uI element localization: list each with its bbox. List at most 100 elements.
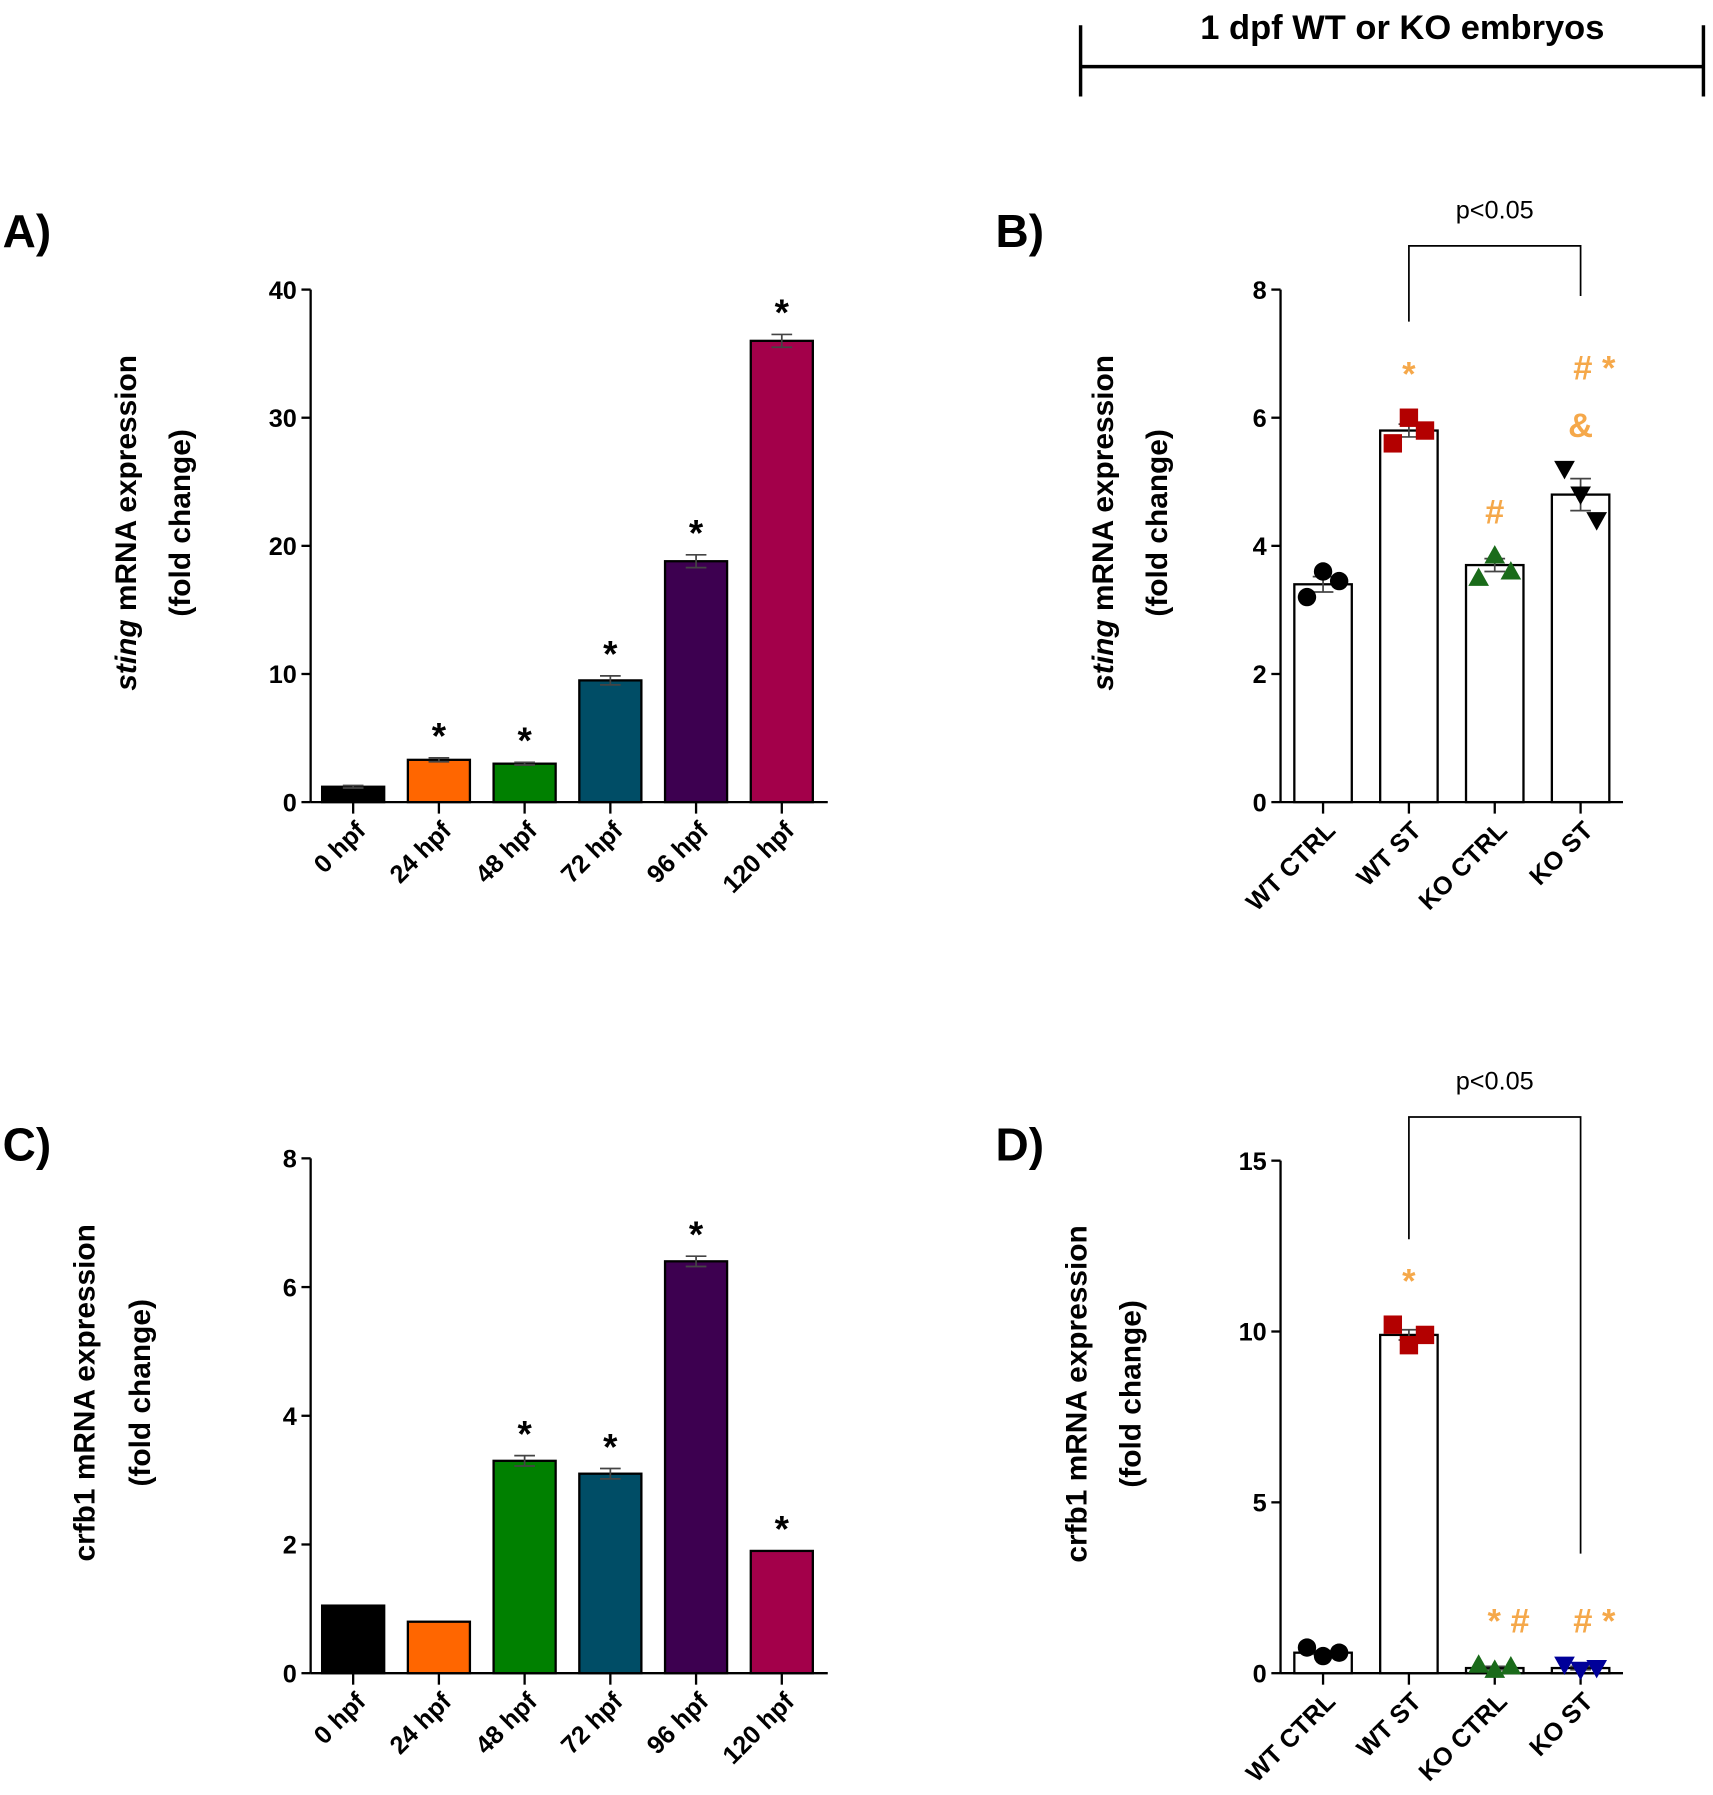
bar-120-hpf	[749, 339, 814, 804]
y-axis-label-text: mRNA expression	[110, 355, 143, 619]
significance-annotation: *	[432, 716, 447, 757]
data-point	[1468, 1654, 1490, 1673]
y-tick-label: 10	[269, 661, 297, 689]
y-tick-label: 40	[269, 277, 297, 305]
significance-annotation: *	[689, 513, 704, 554]
bar-wt-ctrl	[1293, 583, 1353, 804]
data-point	[1570, 486, 1591, 505]
y-tick-label: 2	[283, 1532, 297, 1560]
data-point	[1554, 1656, 1575, 1675]
y-axis-label-text: crfb1 mRNA expression	[1060, 1225, 1093, 1562]
chart-panel-B: B) 0 2 4 6 8 sting mRNA expression (fold change…	[996, 196, 1623, 917]
bar-0-hpf	[320, 1604, 386, 1675]
data-point	[1415, 421, 1435, 440]
data-point	[1500, 561, 1522, 580]
bar-ko-ctrl	[1464, 563, 1525, 804]
data-point	[1484, 545, 1506, 564]
x-tick-label: 48 hpf	[470, 816, 543, 889]
bar-120-hpf	[749, 1549, 814, 1675]
y-tick-label: 8	[1253, 277, 1267, 305]
significance-annotation: *	[1402, 1262, 1416, 1300]
y-tick-label: 2	[1253, 661, 1267, 689]
significance-bracket	[1408, 245, 1582, 322]
data-point	[1383, 1315, 1403, 1334]
x-tick-label: WT CTRL	[1241, 816, 1341, 916]
x-tick-label: KO ST	[1524, 1687, 1599, 1762]
p-value-label: p<0.05	[1456, 196, 1534, 224]
x-tick-label: 24 hpf	[385, 816, 458, 889]
data-point	[1383, 434, 1403, 453]
y-axis-label-2: (fold change)	[164, 429, 197, 616]
y-axis-label: crfb1 mRNA expression	[1060, 1225, 1093, 1562]
y-axis-label-2: (fold change)	[1114, 1300, 1147, 1487]
x-tick-label: KO CTRL	[1414, 1688, 1513, 1787]
panel-label: B)	[996, 205, 1045, 257]
x-tick-label: 120 hpf	[717, 1687, 800, 1770]
bar-24-hpf	[406, 758, 472, 804]
significance-bracket	[1408, 1116, 1582, 1554]
x-tick-label: 72 hpf	[556, 816, 629, 889]
x-tick-label: 72 hpf	[556, 1687, 629, 1760]
y-tick-label: 8	[283, 1146, 297, 1174]
data-point	[1586, 1660, 1608, 1679]
data-point	[1500, 1656, 1522, 1675]
significance-annotation: #	[1485, 493, 1504, 531]
y-tick-label: 0	[283, 789, 297, 817]
y-tick-label: 20	[269, 533, 297, 561]
bar-48-hpf	[492, 1459, 557, 1675]
data-point	[1329, 571, 1349, 591]
bar-wt-st	[1379, 429, 1439, 804]
y-axis-label: crfb1 mRNA expression	[69, 1224, 102, 1561]
significance-annotation: *	[775, 292, 790, 333]
significance-annotation: *	[689, 1214, 704, 1255]
x-tick-label: WT CTRL	[1241, 1688, 1341, 1788]
x-tick-label: WT ST	[1352, 1687, 1428, 1763]
significance-annotation: *	[603, 634, 618, 675]
x-tick-label: 96 hpf	[642, 816, 715, 889]
bar-48-hpf	[492, 762, 557, 804]
p-value-label: p<0.05	[1456, 1067, 1534, 1095]
y-tick-label: 30	[269, 405, 297, 433]
significance-annotation: *	[517, 1413, 532, 1454]
bar-0-hpf	[320, 785, 386, 804]
y-axis-label-2: (fold change)	[1141, 429, 1174, 616]
y-axis-label-2: (fold change)	[124, 1299, 157, 1486]
y-tick-label: 0	[1253, 1660, 1267, 1688]
x-tick-label: KO ST	[1524, 816, 1599, 891]
significance-annotation: *	[775, 1509, 790, 1550]
panel-label: A)	[3, 205, 52, 257]
x-tick-label: 24 hpf	[385, 1687, 458, 1760]
y-axis-label-italic: sting	[110, 619, 143, 690]
data-point	[1297, 587, 1317, 607]
data-point	[1570, 1661, 1591, 1681]
x-tick-label: 120 hpf	[717, 816, 800, 899]
bar-72-hpf	[578, 679, 643, 804]
y-axis-label: sting mRNA expression	[1087, 355, 1120, 691]
x-tick-label: 96 hpf	[642, 1687, 715, 1760]
data-point	[1399, 1335, 1419, 1355]
chart-panel-C: C) 0 2 4 6 8 crfb1 mRNA expression (fold change…	[3, 1119, 828, 1770]
panel-label: C)	[3, 1119, 52, 1171]
significance-annotation: *	[1402, 356, 1416, 394]
y-tick-label: 4	[1253, 533, 1267, 561]
data-point	[1468, 567, 1490, 586]
x-tick-label: 48 hpf	[470, 1687, 543, 1760]
y-tick-label: 10	[1239, 1319, 1267, 1347]
data-point	[1329, 1643, 1349, 1662]
data-point	[1484, 1659, 1506, 1678]
significance-annotation: * #	[1487, 1602, 1529, 1640]
data-point	[1297, 1638, 1317, 1657]
y-axis-label: sting mRNA expression	[110, 355, 143, 691]
y-axis-label-italic: sting	[1087, 619, 1120, 690]
y-axis-label-text: crfb1 mRNA expression	[69, 1224, 102, 1561]
bar-ko-st	[1550, 493, 1611, 804]
y-tick-label: 5	[1253, 1490, 1267, 1518]
y-tick-label: 0	[1253, 789, 1267, 817]
chart-panel-A: A) 0 10 20 30 40 sting mRNA expression (fold ch…	[3, 205, 828, 899]
x-tick-label: 0 hpf	[309, 1687, 372, 1750]
data-point	[1415, 1325, 1435, 1345]
bar-96-hpf	[663, 1260, 729, 1675]
x-tick-label: 0 hpf	[309, 816, 372, 879]
significance-annotation: *	[517, 720, 532, 761]
